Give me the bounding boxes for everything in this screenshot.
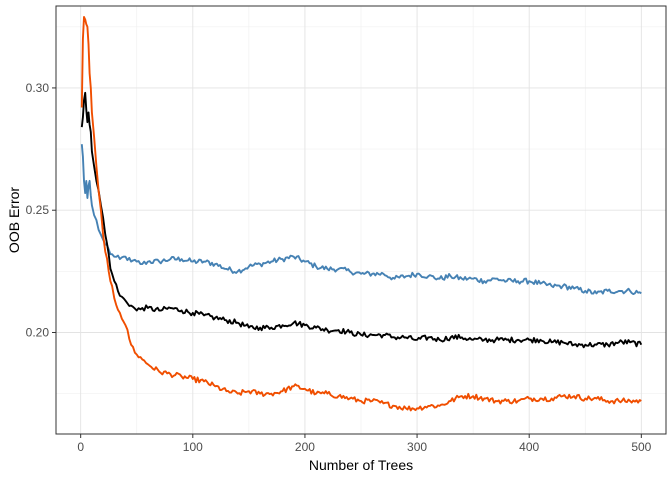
x-tick-label: 100 [183, 440, 203, 454]
x-tick-label: 0 [77, 440, 84, 454]
x-tick-label: 200 [295, 440, 315, 454]
x-tick-label: 300 [407, 440, 427, 454]
series-layer [80, 16, 643, 412]
y-axis-ticks: 0.20 0.25 0.30 [26, 81, 56, 340]
plot-border [55, 5, 667, 435]
y-tick-label: 0.20 [26, 326, 50, 340]
minor-grid [56, 6, 666, 434]
series-line-3 [80, 16, 642, 412]
series-line-2 [80, 91, 643, 349]
y-axis-title: OOB Error [6, 187, 22, 253]
x-axis-title: Number of Trees [309, 457, 413, 473]
series-line-1 [80, 144, 642, 296]
y-tick-label: 0.25 [26, 203, 50, 217]
major-grid [56, 6, 666, 434]
x-tick-label: 400 [519, 440, 539, 454]
x-axis-ticks: 0 100 200 300 400 500 [77, 434, 652, 454]
y-tick-label: 0.30 [26, 81, 50, 95]
x-tick-label: 500 [631, 440, 651, 454]
